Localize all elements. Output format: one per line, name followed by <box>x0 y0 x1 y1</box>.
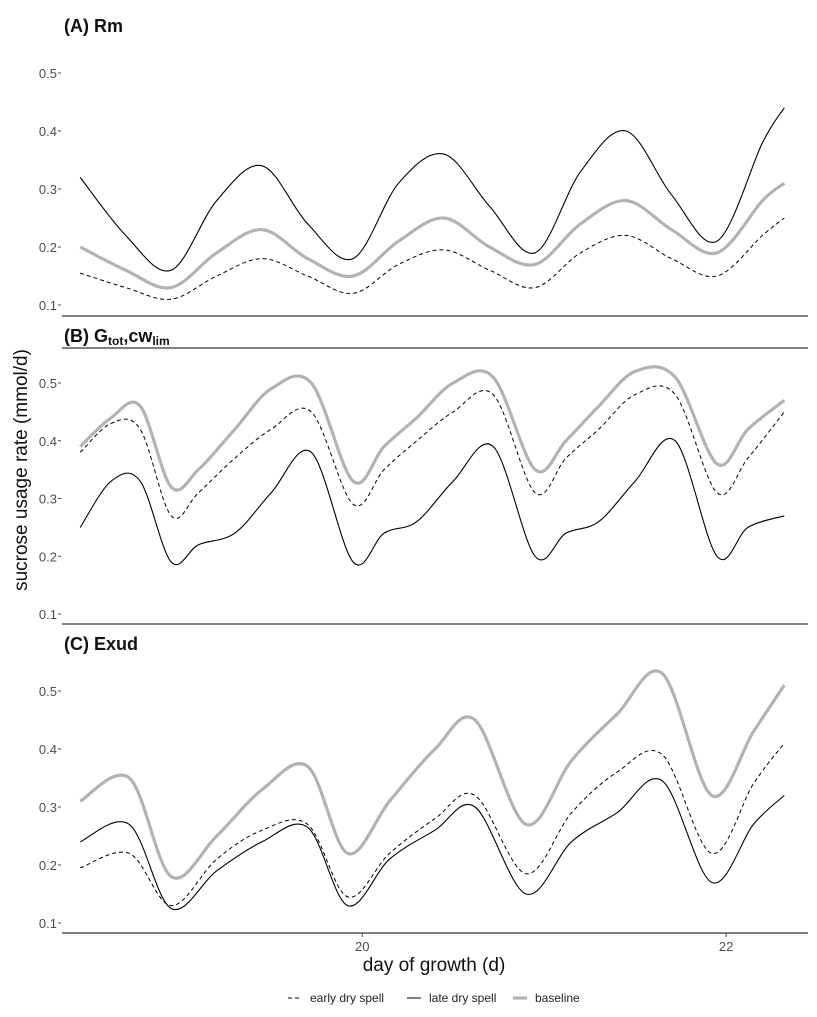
series-line-baseline <box>79 669 786 880</box>
series-line-baseline <box>79 181 786 290</box>
panel-title: (C) Exud <box>64 634 138 654</box>
legend-label: baseline <box>535 991 580 1005</box>
panel-a: (A) Rm 0.1 0.2 0.3 0.4 0.5 <box>39 16 808 317</box>
y-tick-label: 0.5 <box>39 684 57 699</box>
panel-title: (A) Rm <box>64 16 123 36</box>
series-line-late-dry-spell <box>79 437 785 566</box>
panel-title: (B) Gtot,cwlim <box>64 326 170 348</box>
y-axis-title: sucrose usage rate (mmol/d) <box>11 349 32 591</box>
y-tick-label: 0.1 <box>39 607 57 622</box>
legend-item: baseline <box>513 991 580 1005</box>
x-tick-label: 22 <box>719 939 733 954</box>
y-tick-label: 0.2 <box>39 549 57 564</box>
series-line-early-dry-spell <box>80 217 785 300</box>
y-tick-label: 0.5 <box>39 376 57 391</box>
y-tick-label: 0.5 <box>39 66 57 81</box>
panel-c: (C) Exud 0.1 0.2 0.3 0.4 0.5 <box>39 634 808 934</box>
y-tick-label: 0.2 <box>39 858 57 873</box>
legend-item: early dry spell <box>288 991 384 1005</box>
y-tick-label: 0.3 <box>39 800 57 815</box>
legend-label: late dry spell <box>429 991 496 1005</box>
legend-item: late dry spell <box>407 991 496 1005</box>
y-tick-label: 0.3 <box>39 492 57 507</box>
legend-label: early dry spell <box>310 991 384 1005</box>
panels: (A) Rm 0.1 0.2 0.3 0.4 0.5 (B) Gtot,cwlim 0.1 0.… <box>39 16 808 954</box>
y-tick-label: 0.3 <box>39 182 57 197</box>
y-tick-label: 0.4 <box>39 434 57 449</box>
legend: early dry spell late dry spell baseline <box>288 991 580 1005</box>
y-tick-label: 0.4 <box>39 742 57 757</box>
y-tick-label: 0.4 <box>39 124 57 139</box>
series-line-baseline <box>79 365 786 492</box>
x-axis-title: day of growth (d) <box>363 955 506 976</box>
series-line-late-dry-spell <box>79 107 785 272</box>
y-tick-label: 0.1 <box>39 916 57 931</box>
x-tick-label: 20 <box>355 939 369 954</box>
series-line-early-dry-spell <box>79 385 785 519</box>
series-line-early-dry-spell <box>80 742 785 907</box>
panel-b: (B) Gtot,cwlim 0.1 0.2 0.3 0.4 0.5 <box>39 326 808 625</box>
y-tick-label: 0.1 <box>39 298 57 313</box>
y-tick-label: 0.2 <box>39 240 57 255</box>
series-line-late-dry-spell <box>79 778 785 911</box>
